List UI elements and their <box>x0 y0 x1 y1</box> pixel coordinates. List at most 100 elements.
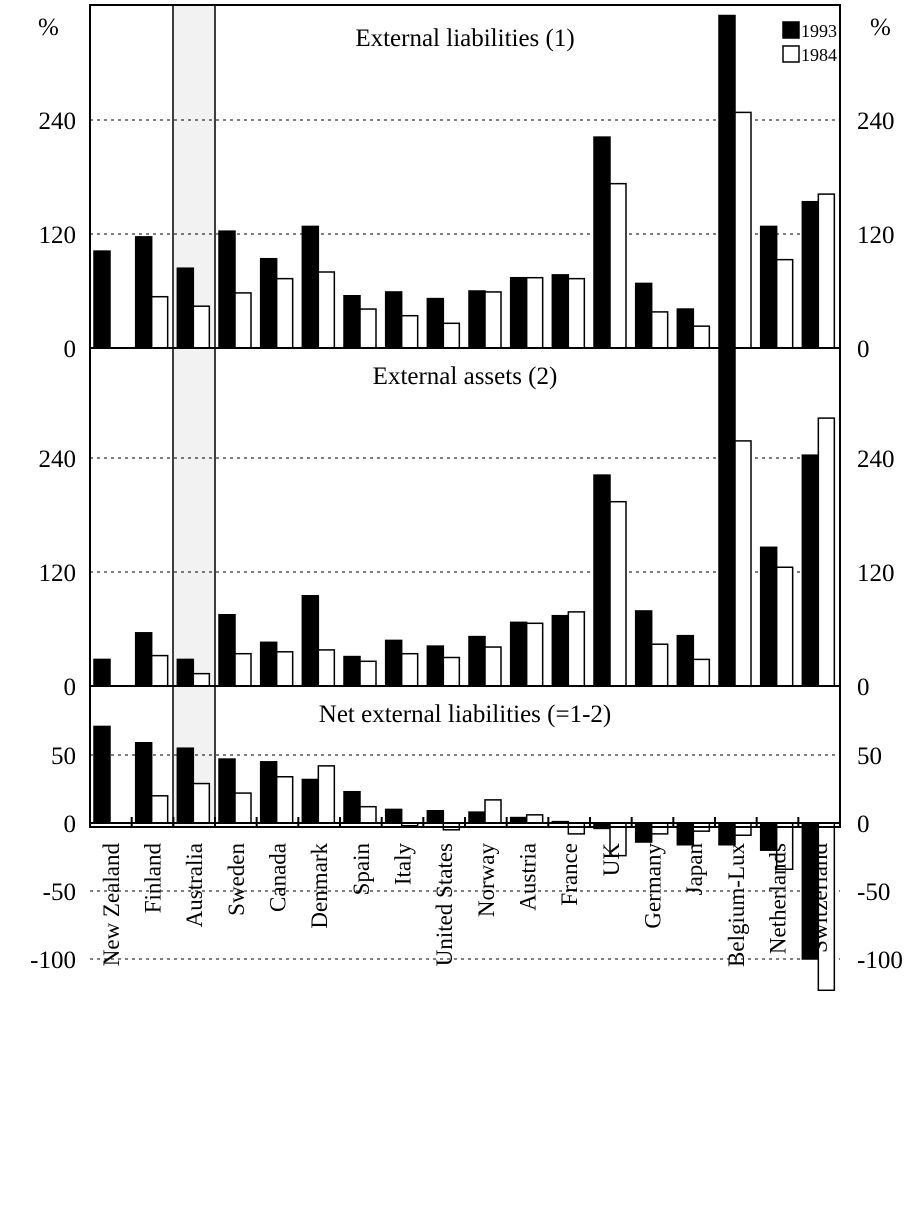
y-tick-label-right: 120 <box>857 222 895 249</box>
panel-title: External liabilities (1) <box>355 25 574 52</box>
bar-1993 <box>634 282 653 349</box>
bar-1984 <box>442 656 461 687</box>
bar-1984 <box>609 500 627 687</box>
bar-1993 <box>259 257 278 349</box>
y-tick-label-left: 120 <box>39 222 77 249</box>
bar-1993 <box>301 225 320 349</box>
y-tick-label-left: 0 <box>64 336 77 363</box>
legend-label: 1984 <box>801 45 837 65</box>
bar-1984 <box>484 646 502 687</box>
bar-1993 <box>718 14 736 349</box>
y-tick-label-left: 0 <box>64 811 77 838</box>
bar-1993 <box>134 742 153 824</box>
bar-1993 <box>593 136 611 349</box>
bar-1984 <box>775 258 794 349</box>
panel-title: External assets (2) <box>373 363 558 390</box>
bar-1993 <box>426 810 445 824</box>
bar-1993 <box>93 658 111 687</box>
bar-1993 <box>343 790 361 824</box>
category-label: Canada <box>266 843 291 912</box>
y-tick-label-left: 240 <box>39 108 77 135</box>
bar-1984 <box>275 776 294 824</box>
bar-1984 <box>692 325 711 349</box>
y-tick-label-left: -100 <box>30 947 76 974</box>
category-label: Italy <box>391 843 416 886</box>
bar-1993 <box>259 641 278 687</box>
bar-1984 <box>359 308 377 349</box>
bar-1984 <box>317 271 336 349</box>
bar-1984 <box>400 652 419 687</box>
category-label: New Zealand <box>99 843 124 967</box>
bar-1984 <box>442 322 461 349</box>
y-tick-label-right: 240 <box>857 446 895 473</box>
bar-1984 <box>192 782 211 824</box>
bar-1984 <box>484 291 502 349</box>
bar-1984 <box>150 295 169 349</box>
bar-1984 <box>567 822 586 835</box>
y-tick-label-left: 120 <box>39 560 77 587</box>
bar-1984 <box>234 792 252 824</box>
y-unit-label-left: % <box>38 14 59 41</box>
bars <box>93 14 836 992</box>
bar-1984 <box>817 193 836 349</box>
bar-1993 <box>218 614 236 687</box>
bar-1993 <box>718 347 736 687</box>
category-label: Switzerland <box>807 843 832 953</box>
bar-1993 <box>134 236 153 349</box>
category-label: UK <box>599 843 624 877</box>
bar-1984 <box>525 814 544 824</box>
y-tick-label-right: -100 <box>857 947 903 974</box>
bar-1993 <box>343 295 361 349</box>
legend-swatch <box>782 45 800 63</box>
category-label: Sweden <box>224 843 249 916</box>
category-label: Finland <box>141 843 166 914</box>
bar-1984 <box>650 311 669 349</box>
category-label: Netherlands <box>766 843 791 954</box>
bar-1993 <box>676 308 695 349</box>
category-label: Belgium-Lux <box>724 843 749 967</box>
bar-1984 <box>609 182 627 349</box>
y-tick-label-left: 50 <box>51 743 76 770</box>
y-tick-label-left: 240 <box>39 446 77 473</box>
bar-1993 <box>634 610 653 687</box>
bar-1993 <box>176 267 195 349</box>
bar-1984 <box>192 305 211 349</box>
category-label: Austria <box>516 843 541 911</box>
bar-1984 <box>150 654 169 687</box>
bar-1993 <box>218 230 236 349</box>
y-tick-label-right: 0 <box>857 811 870 838</box>
y-tick-label-right: 120 <box>857 560 895 587</box>
bar-1993 <box>468 290 486 349</box>
bar-1984 <box>734 111 752 349</box>
bar-1984 <box>234 652 252 687</box>
bar-1984 <box>317 649 336 687</box>
bar-1993 <box>551 614 570 687</box>
category-label: Norway <box>474 843 499 918</box>
bar-1984 <box>275 651 294 687</box>
bar-1993 <box>759 546 778 687</box>
category-label: Germany <box>641 843 666 929</box>
bar-1984 <box>234 292 252 349</box>
bar-1984 <box>359 660 377 687</box>
bar-1993 <box>801 200 820 349</box>
bar-1993 <box>384 639 403 687</box>
bar-1984 <box>650 822 669 835</box>
bar-1993 <box>509 621 528 687</box>
bar-1993 <box>259 761 278 824</box>
bar-1993 <box>218 758 236 824</box>
bar-1993 <box>134 632 153 687</box>
y-unit-label-right: % <box>870 14 891 41</box>
bar-1993 <box>301 778 320 824</box>
bar-1993 <box>93 250 111 349</box>
bar-1993 <box>176 658 195 687</box>
bar-1993 <box>676 634 695 687</box>
category-label: Japan <box>682 843 707 896</box>
bar-1993 <box>759 225 778 349</box>
bar-1984 <box>317 765 336 824</box>
bar-1984 <box>400 314 419 349</box>
axis-labels: New Zealand Finland Australia Sweden Canada D… <box>30 25 903 974</box>
bar-1984 <box>650 643 669 687</box>
y-tick-label-left: -50 <box>43 879 76 906</box>
grid-lines <box>90 119 840 960</box>
